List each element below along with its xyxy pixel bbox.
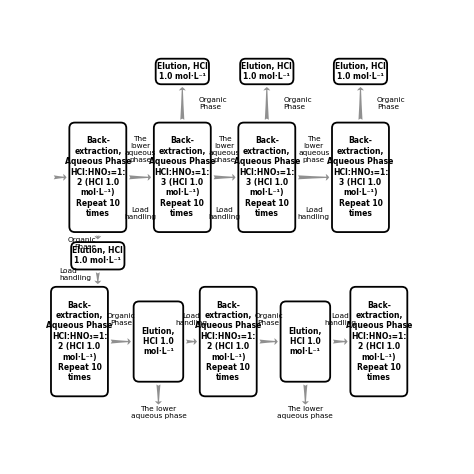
Text: Organic
Phase: Organic Phase: [283, 97, 312, 110]
Text: The
lower
aqueous
phase: The lower aqueous phase: [209, 137, 240, 164]
Text: Elution,
HCl 1.0
mol·L⁻¹: Elution, HCl 1.0 mol·L⁻¹: [289, 327, 322, 356]
Text: Back-
extraction,
Aqueous Phase
HCl:HNO₃=1:
3 (HCl 1.0
mol·L⁻¹)
Repeat 10
times: Back- extraction, Aqueous Phase HCl:HNO₃…: [234, 137, 300, 218]
FancyBboxPatch shape: [134, 301, 183, 382]
Text: Organic
Phase: Organic Phase: [199, 97, 228, 110]
Text: Elution, HCl
1.0 mol·L⁻¹: Elution, HCl 1.0 mol·L⁻¹: [73, 246, 123, 265]
Text: Back-
extraction,
Aqueous Phase
HCl:HNO₃=1:
2 (HCl 1.0
mol·L⁻¹)
Repeat 10
times: Back- extraction, Aqueous Phase HCl:HNO₃…: [64, 137, 131, 218]
FancyBboxPatch shape: [334, 59, 387, 84]
FancyBboxPatch shape: [238, 123, 295, 232]
Text: Load
handling: Load handling: [298, 207, 329, 220]
FancyBboxPatch shape: [154, 123, 211, 232]
FancyBboxPatch shape: [332, 123, 389, 232]
Text: Load
handling: Load handling: [124, 207, 156, 220]
Text: Organic
Phase: Organic Phase: [67, 237, 96, 249]
FancyBboxPatch shape: [155, 59, 209, 84]
FancyBboxPatch shape: [200, 287, 257, 396]
Text: Elution, HCl
1.0 mol·L⁻¹: Elution, HCl 1.0 mol·L⁻¹: [335, 62, 386, 81]
FancyBboxPatch shape: [350, 287, 407, 396]
Text: Organic
Phase: Organic Phase: [377, 97, 406, 110]
FancyBboxPatch shape: [281, 301, 330, 382]
Text: Back-
extraction,
Aqueous Phase
HCl:HNO₃=1:
3 (HCl 1.0
mol·L⁻¹)
Repeat 10
times: Back- extraction, Aqueous Phase HCl:HNO₃…: [149, 137, 216, 218]
Text: Organic
Phase: Organic Phase: [255, 313, 283, 326]
FancyBboxPatch shape: [71, 242, 125, 270]
Text: Load
handling: Load handling: [59, 268, 91, 281]
Text: Back-
extraction,
Aqueous Phase
HCl:HNO₃=1:
2 (HCl 1.0
mol·L⁻¹)
Repeat 10
times: Back- extraction, Aqueous Phase HCl:HNO₃…: [195, 301, 262, 383]
Text: Load
handling: Load handling: [324, 313, 356, 326]
Text: Elution,
HCl 1.0
mol·L⁻¹: Elution, HCl 1.0 mol·L⁻¹: [142, 327, 175, 356]
Text: Back-
extraction,
Aqueous Phase
HCl:HNO₃=1:
2 (HCl 1.0
mol·L⁻¹)
Repeat 10
times: Back- extraction, Aqueous Phase HCl:HNO₃…: [46, 301, 113, 383]
Text: The
lower
aqueous
phase: The lower aqueous phase: [125, 137, 155, 164]
Text: The
lower
aqueous
phase: The lower aqueous phase: [298, 137, 329, 164]
FancyBboxPatch shape: [51, 287, 108, 396]
Text: Organic
Phase: Organic Phase: [107, 313, 135, 326]
FancyBboxPatch shape: [69, 123, 126, 232]
Text: Load
handling: Load handling: [209, 207, 241, 220]
Text: Back-
extraction,
Aqueous Phase
HCl:HNO₃=1:
3 (HCl 1.0
mol·L⁻¹)
Repeat 10
times: Back- extraction, Aqueous Phase HCl:HNO₃…: [327, 137, 394, 218]
Text: The lower
aqueous phase: The lower aqueous phase: [130, 406, 186, 419]
Text: Load
handling: Load handling: [175, 313, 208, 326]
Text: Back-
extraction,
Aqueous Phase
HCl:HNO₃=1:
2 (HCl 1.0
mol·L⁻¹)
Repeat 10
times: Back- extraction, Aqueous Phase HCl:HNO₃…: [346, 301, 412, 383]
Text: Elution, HCl
1.0 mol·L⁻¹: Elution, HCl 1.0 mol·L⁻¹: [157, 62, 208, 81]
FancyBboxPatch shape: [240, 59, 293, 84]
Text: Elution, HCl
1.0 mol·L⁻¹: Elution, HCl 1.0 mol·L⁻¹: [241, 62, 292, 81]
Text: The lower
aqueous phase: The lower aqueous phase: [277, 406, 333, 419]
